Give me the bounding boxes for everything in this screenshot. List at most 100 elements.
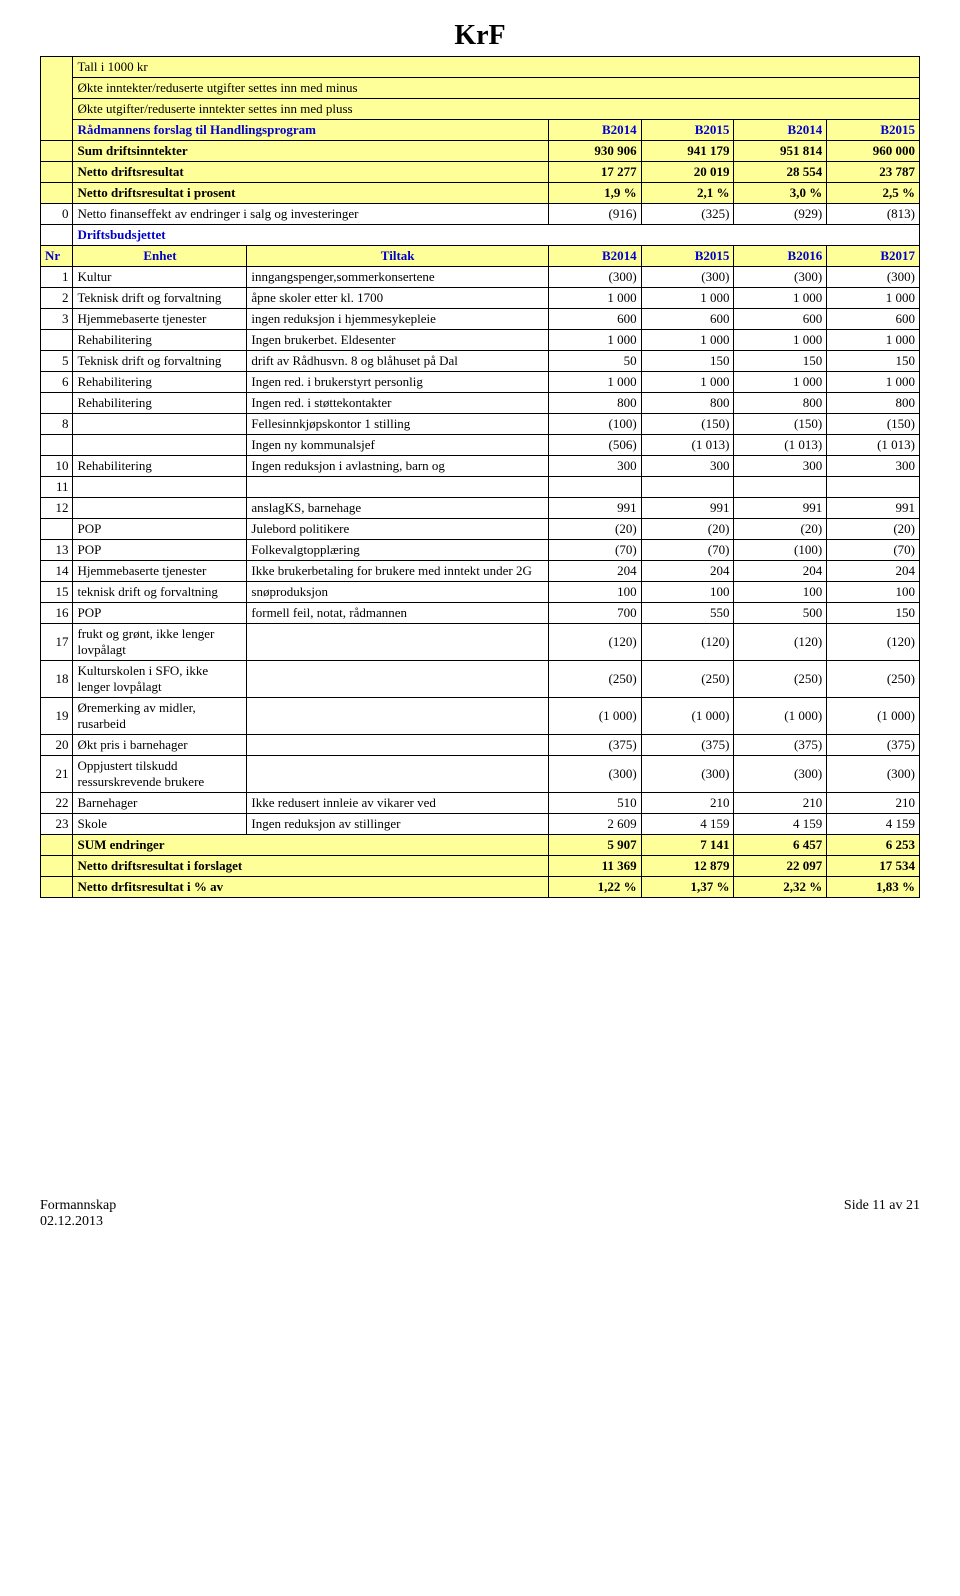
row-val: 2 609: [548, 814, 641, 835]
fin-v0: (916): [548, 204, 641, 225]
table-row: 10RehabiliteringIngen reduksjon i avlast…: [41, 456, 920, 477]
table-row: 19Øremerking av midler, rusarbeid(1 000)…: [41, 698, 920, 735]
fin-v1: (325): [641, 204, 734, 225]
table-row: RehabiliteringIngen red. i støttekontakt…: [41, 393, 920, 414]
row-tiltak: [247, 477, 549, 498]
row-tiltak: drift av Rådhusvn. 8 og blåhuset på Dal: [247, 351, 549, 372]
row-enhet: Økt pris i barnehager: [73, 735, 247, 756]
row-enhet: Teknisk drift og forvaltning: [73, 351, 247, 372]
top-val: 1,9 %: [548, 183, 641, 204]
sum-val: 5 907: [548, 835, 641, 856]
row-tiltak: snøproduksjon: [247, 582, 549, 603]
row-val: (100): [548, 414, 641, 435]
top-val: 2,1 %: [641, 183, 734, 204]
row-enhet: Rehabilitering: [73, 456, 247, 477]
sum-row: SUM endringer5 9077 1416 4576 253: [41, 835, 920, 856]
row-val: (20): [641, 519, 734, 540]
row-val: 1 000: [827, 288, 920, 309]
row-tiltak: Ingen red. i støttekontakter: [247, 393, 549, 414]
row-val: 100: [548, 582, 641, 603]
row-val: 600: [827, 309, 920, 330]
sum-empty: [41, 877, 73, 898]
hdr-line2: Økte inntekter/reduserte utgifter settes…: [73, 78, 920, 99]
row-val: 50: [548, 351, 641, 372]
sum-val: 6 253: [827, 835, 920, 856]
row-val: (70): [548, 540, 641, 561]
row-val: (150): [641, 414, 734, 435]
row-val: 1 000: [641, 372, 734, 393]
row-tiltak: ingen reduksjon i hjemmesykepleie: [247, 309, 549, 330]
top-val: 941 179: [641, 141, 734, 162]
table-row: 15teknisk drift og forvaltningsnøproduks…: [41, 582, 920, 603]
row-val: 1 000: [548, 330, 641, 351]
top-empty: [41, 141, 73, 162]
sum-val: 7 141: [641, 835, 734, 856]
row-enhet: Kulturskolen i SFO, ikke lenger lovpålag…: [73, 661, 247, 698]
row-val: (300): [548, 756, 641, 793]
row-nr: 20: [41, 735, 73, 756]
row-tiltak: [247, 698, 549, 735]
budget-table: Tall i 1000 kr Økte inntekter/reduserte …: [40, 56, 920, 898]
row-val: 600: [548, 309, 641, 330]
row-val: 500: [734, 603, 827, 624]
row-val: 150: [641, 351, 734, 372]
row-nr: 6: [41, 372, 73, 393]
row-val: (250): [734, 661, 827, 698]
row-val: [827, 477, 920, 498]
row-val: (300): [641, 756, 734, 793]
row-enhet: Barnehager: [73, 793, 247, 814]
row-val: (20): [827, 519, 920, 540]
row-nr: [41, 393, 73, 414]
top-val: 930 906: [548, 141, 641, 162]
row-val: (375): [827, 735, 920, 756]
row-val: 300: [641, 456, 734, 477]
row-nr: 21: [41, 756, 73, 793]
row-val: 1 000: [548, 288, 641, 309]
row-enhet: Skole: [73, 814, 247, 835]
row-nr: 12: [41, 498, 73, 519]
row-nr: 1: [41, 267, 73, 288]
row-tiltak: formell feil, notat, rådmannen: [247, 603, 549, 624]
row-val: 4 159: [734, 814, 827, 835]
row-val: (1 013): [641, 435, 734, 456]
table-row: 5Teknisk drift og forvaltningdrift av Rå…: [41, 351, 920, 372]
row-val: (1 000): [827, 698, 920, 735]
row-val: 1 000: [641, 330, 734, 351]
row-val: 100: [734, 582, 827, 603]
footer-left1: Formannskap: [40, 1198, 116, 1213]
hdr-line3: Økte utgifter/reduserte inntekter settes…: [73, 99, 920, 120]
row-enhet: Kultur: [73, 267, 247, 288]
row-val: (375): [734, 735, 827, 756]
page-title: KrF: [40, 20, 920, 52]
fin-v2: (929): [734, 204, 827, 225]
sum-row: Netto drfitsresultat i % av1,22 %1,37 %2…: [41, 877, 920, 898]
row-val: 800: [641, 393, 734, 414]
table-row: 18Kulturskolen i SFO, ikke lenger lovpål…: [41, 661, 920, 698]
table-row: 17frukt og grønt, ikke lenger lovpålagt(…: [41, 624, 920, 661]
sum-val: 2,32 %: [734, 877, 827, 898]
row-val: (250): [548, 661, 641, 698]
table-row: 14Hjemmebaserte tjenesterIkke brukerbeta…: [41, 561, 920, 582]
col-y2: B2016: [734, 246, 827, 267]
col-y0: B2014: [548, 246, 641, 267]
row-tiltak: Ingen brukerbet. Eldesenter: [247, 330, 549, 351]
top-val: 23 787: [827, 162, 920, 183]
row-enhet: teknisk drift og forvaltning: [73, 582, 247, 603]
row-val: 700: [548, 603, 641, 624]
row-val: 4 159: [827, 814, 920, 835]
row-nr: 10: [41, 456, 73, 477]
row-tiltak: Ingen reduksjon i avlastning, barn og: [247, 456, 549, 477]
footer-left: Formannskap 02.12.2013: [40, 1198, 116, 1230]
sum-val: 17 534: [827, 856, 920, 877]
table-row: POPJulebord politikere(20)(20)(20)(20): [41, 519, 920, 540]
row-val: (70): [827, 540, 920, 561]
row-val: (70): [641, 540, 734, 561]
row-val: 800: [734, 393, 827, 414]
row-val: 100: [641, 582, 734, 603]
row-tiltak: anslagKS, barnehage: [247, 498, 549, 519]
row-enhet: [73, 414, 247, 435]
row-enhet: [73, 498, 247, 519]
hdr-y0: B2014: [548, 120, 641, 141]
row-val: (300): [641, 267, 734, 288]
row-enhet: Teknisk drift og forvaltning: [73, 288, 247, 309]
